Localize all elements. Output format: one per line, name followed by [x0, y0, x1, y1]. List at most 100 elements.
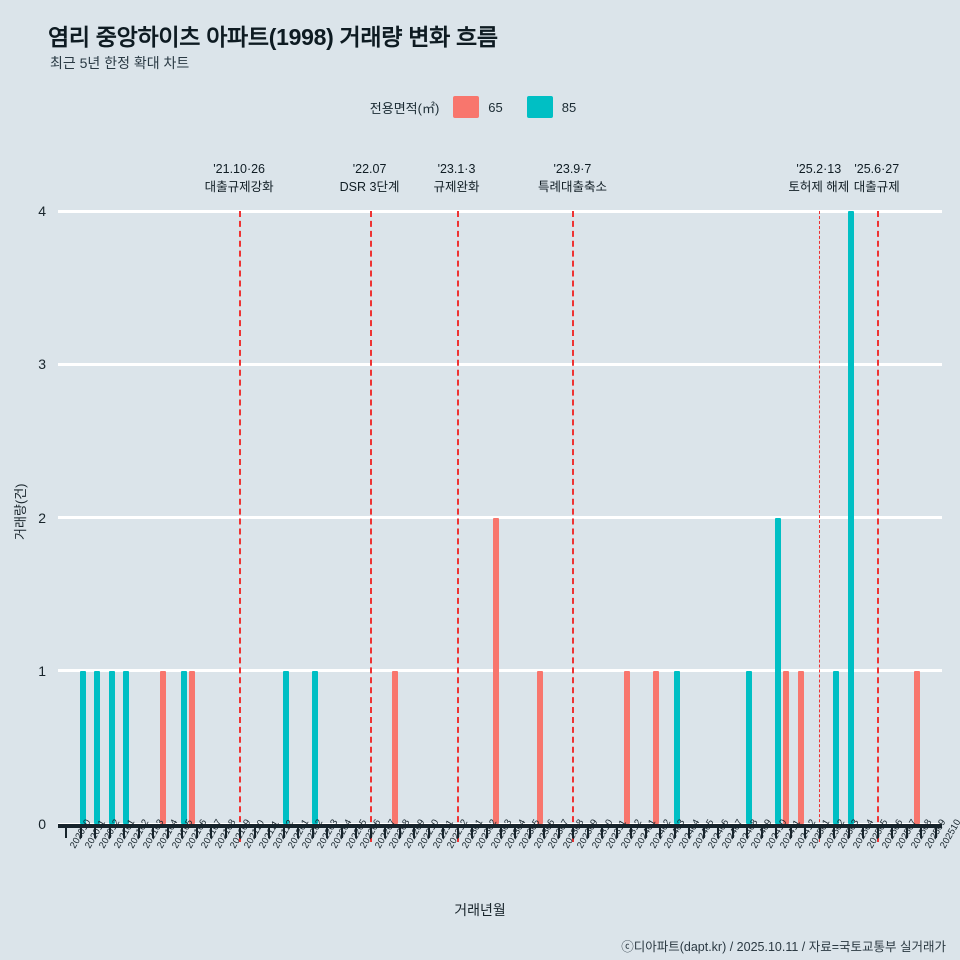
x-tick: [528, 824, 531, 838]
event-date: '23.9·7: [553, 162, 592, 176]
bar[interactable]: [181, 670, 188, 824]
x-tick: [601, 824, 604, 838]
event-vline: [818, 211, 820, 842]
y-gridline: [58, 669, 942, 673]
x-tick: [413, 824, 416, 838]
event-annotation: '23.1·3 규제완화: [434, 160, 480, 196]
y-gridline: [58, 209, 942, 213]
x-tick: [181, 824, 184, 838]
x-tick: [79, 824, 82, 838]
y-tick-label: 2: [38, 509, 46, 526]
x-tick: [514, 824, 517, 838]
bar[interactable]: [847, 211, 854, 824]
bar[interactable]: [746, 670, 753, 824]
x-tick: [760, 824, 763, 838]
y-tick-label: 1: [38, 662, 46, 679]
x-tick: [891, 824, 894, 838]
x-tick: [500, 824, 502, 838]
bar[interactable]: [913, 670, 920, 824]
x-tick: [833, 824, 836, 838]
x-tick: [384, 824, 387, 838]
x-tick: [166, 824, 169, 838]
bar[interactable]: [311, 670, 318, 824]
x-tick: [369, 824, 372, 838]
bar[interactable]: [160, 670, 167, 824]
bar[interactable]: [189, 670, 196, 824]
x-tick: [746, 824, 749, 838]
y-tick-label: 4: [38, 203, 46, 219]
x-tick: [702, 824, 705, 838]
event-name: 규제완화: [433, 180, 480, 195]
event-name: 대출규제강화: [204, 180, 274, 195]
bar[interactable]: [108, 670, 115, 824]
x-tick: [876, 824, 879, 838]
x-tick: [239, 824, 242, 838]
bar[interactable]: [623, 670, 630, 824]
event-annotation: '25.2·13 토허제 해제: [788, 160, 849, 196]
bar[interactable]: [94, 670, 101, 824]
x-tick: [297, 824, 300, 838]
x-tick: [311, 824, 314, 838]
x-tick: [775, 824, 778, 838]
event-vline: [572, 211, 575, 842]
legend-item-label: 65: [488, 99, 503, 115]
page-title: 염리 중앙하이츠 아파트(1998) 거래량 변화 흐름: [48, 24, 498, 50]
y-tick-label: 0: [38, 816, 46, 832]
plot-area: 0 1 2 3 4: [38, 203, 942, 842]
x-tick: [210, 824, 213, 838]
x-tick: [789, 824, 792, 838]
chart-legend: 전용면적(㎡) 65 85: [0, 96, 960, 118]
bar[interactable]: [79, 670, 86, 824]
event-date: '22.07: [352, 162, 387, 176]
bar[interactable]: [536, 670, 543, 824]
event-annotation: '21.10·26 대출규제강화: [205, 160, 274, 196]
x-tick: [123, 824, 126, 838]
bar[interactable]: [673, 670, 680, 824]
y-gridline: [58, 516, 942, 519]
x-tick: [398, 824, 401, 838]
legend-item[interactable]: 85: [526, 96, 577, 118]
event-vline: [876, 211, 879, 842]
event-annotation: '23.9·7 특례대출축소: [538, 160, 607, 196]
x-tick: [442, 824, 445, 838]
x-tick: [818, 824, 821, 838]
x-tick: [485, 824, 488, 838]
event-name: 특례대출축소: [537, 180, 607, 195]
x-tick: [326, 824, 329, 838]
event-date: '25.2·13: [796, 162, 842, 176]
x-tick: [862, 824, 865, 838]
bar[interactable]: [493, 517, 500, 824]
event-vline: [369, 211, 372, 842]
legend-item[interactable]: 65: [453, 96, 503, 118]
x-tick: [355, 824, 358, 838]
x-tick: [282, 824, 285, 838]
x-tick: [920, 824, 923, 838]
x-tick: [253, 824, 256, 838]
event-name: 토허제 해제: [788, 180, 850, 195]
bar[interactable]: [783, 670, 790, 824]
y-axis-label: 거래량(건): [13, 483, 28, 541]
x-tick: [543, 824, 546, 838]
x-tick: [94, 824, 97, 838]
bar[interactable]: [775, 517, 782, 824]
x-tick: [847, 824, 850, 838]
x-tick: [905, 824, 908, 838]
legend-item-label: 85: [561, 99, 577, 115]
x-tick: [557, 824, 560, 838]
legend-color-swatch: [453, 96, 480, 118]
bar[interactable]: [833, 670, 840, 824]
x-tick: [644, 824, 647, 838]
x-tick: [152, 824, 155, 838]
bar[interactable]: [652, 670, 659, 824]
x-tick: [934, 824, 937, 838]
x-tick: [65, 824, 68, 838]
bar[interactable]: [391, 670, 398, 824]
bar[interactable]: [282, 670, 289, 824]
event-date: '23.1·3: [437, 162, 476, 176]
event-date: '25.6·27: [854, 162, 900, 176]
bar[interactable]: [797, 670, 804, 824]
bar[interactable]: [123, 670, 130, 824]
x-tick: [427, 824, 430, 838]
x-tick: [137, 824, 140, 838]
